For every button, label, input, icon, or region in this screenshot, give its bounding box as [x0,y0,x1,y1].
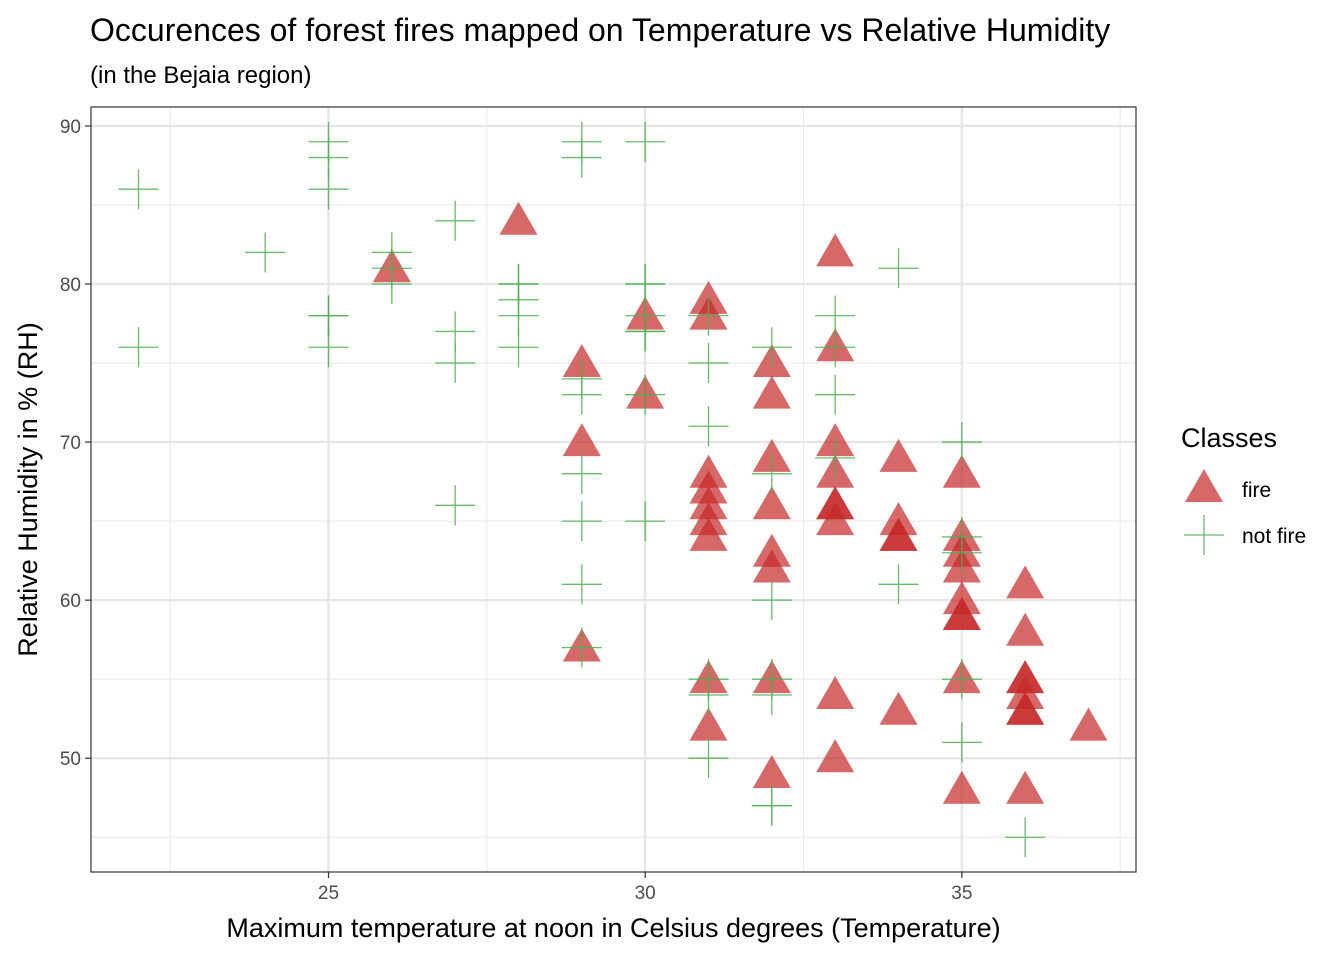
data-points [118,121,1108,858]
y-tick-label: 60 [60,591,81,612]
point-not-fire [561,627,602,668]
point-not-fire [561,374,602,415]
point-fire [942,454,981,488]
point-fire [816,675,855,709]
point-not-fire [625,501,666,542]
point-fire [562,423,601,457]
point-fire [752,375,791,409]
point-not-fire [815,437,856,478]
point-not-fire [561,137,602,178]
point-not-fire [878,248,919,289]
legend: Classes fire not fire [1181,423,1306,555]
x-tick-label: 30 [635,883,656,904]
y-tick-label: 90 [60,117,81,138]
point-not-fire [751,674,792,715]
point-not-fire [118,169,159,210]
point-not-fire [941,422,982,463]
x-tick-label: 25 [318,883,339,904]
y-tick-label: 50 [60,749,81,770]
point-fire [752,486,791,520]
chart-subtitle: (in the Bejaia region) [90,62,311,89]
legend-key-not-fire [1184,515,1224,555]
point-fire [1006,565,1045,599]
legend-label-not-fire: not fire [1242,525,1306,548]
point-not-fire [435,485,476,526]
point-fire [816,739,855,773]
legend-keys [1184,469,1224,555]
point-not-fire [561,501,602,542]
point-fire [1069,707,1108,741]
point-not-fire [118,327,159,368]
point-not-fire [308,169,349,210]
point-not-fire [308,327,349,368]
axis-ticks: 25 30 35 50 60 70 80 90 [60,117,973,904]
point-not-fire [688,406,729,447]
plot-border [90,106,1137,873]
point-fire [879,438,918,472]
point-not-fire [688,738,729,779]
point-fire [879,517,918,551]
point-not-fire [371,264,412,305]
legend-title: Classes [1181,423,1277,453]
chart-title: Occurences of forest fires mapped on Tem… [90,12,1110,48]
point-fire [752,549,791,583]
point-fire [1006,691,1045,725]
x-axis-title: Maximum temperature at noon in Celsius d… [226,913,1000,943]
point-fire [689,517,728,551]
point-not-fire [561,564,602,605]
legend-label-fire: fire [1242,479,1271,502]
point-not-fire [688,295,729,336]
point-not-fire [435,200,476,241]
point-fire [816,502,855,536]
point-fire [816,233,855,267]
y-tick-label: 80 [60,275,81,296]
point-not-fire [941,532,982,573]
point-not-fire [625,121,666,162]
point-not-fire [498,327,539,368]
point-not-fire [625,311,666,352]
point-fire [942,770,981,804]
point-fire [942,596,981,630]
point-fire [1006,612,1045,646]
point-fire [689,707,728,741]
point-not-fire [815,327,856,368]
point-not-fire [625,374,666,415]
point-not-fire [751,453,792,494]
point-fire [752,755,791,789]
point-not-fire [688,343,729,384]
point-fire [499,201,538,235]
point-not-fire [815,374,856,415]
point-not-fire [878,564,919,605]
point-not-fire [751,327,792,368]
y-axis-title: Relative Humidity in % (RH) [13,322,43,657]
y-tick-label: 70 [60,433,81,454]
point-not-fire [435,343,476,384]
point-fire [1006,770,1045,804]
point-not-fire [941,722,982,763]
legend-key-fire [1185,469,1223,502]
point-not-fire [688,674,729,715]
point-not-fire [751,580,792,621]
point-not-fire [751,785,792,826]
point-fire [879,691,918,725]
point-not-fire [245,232,286,273]
point-not-fire [561,453,602,494]
point-not-fire [941,659,982,700]
point-not-fire [1005,817,1046,858]
x-tick-label: 35 [951,883,972,904]
